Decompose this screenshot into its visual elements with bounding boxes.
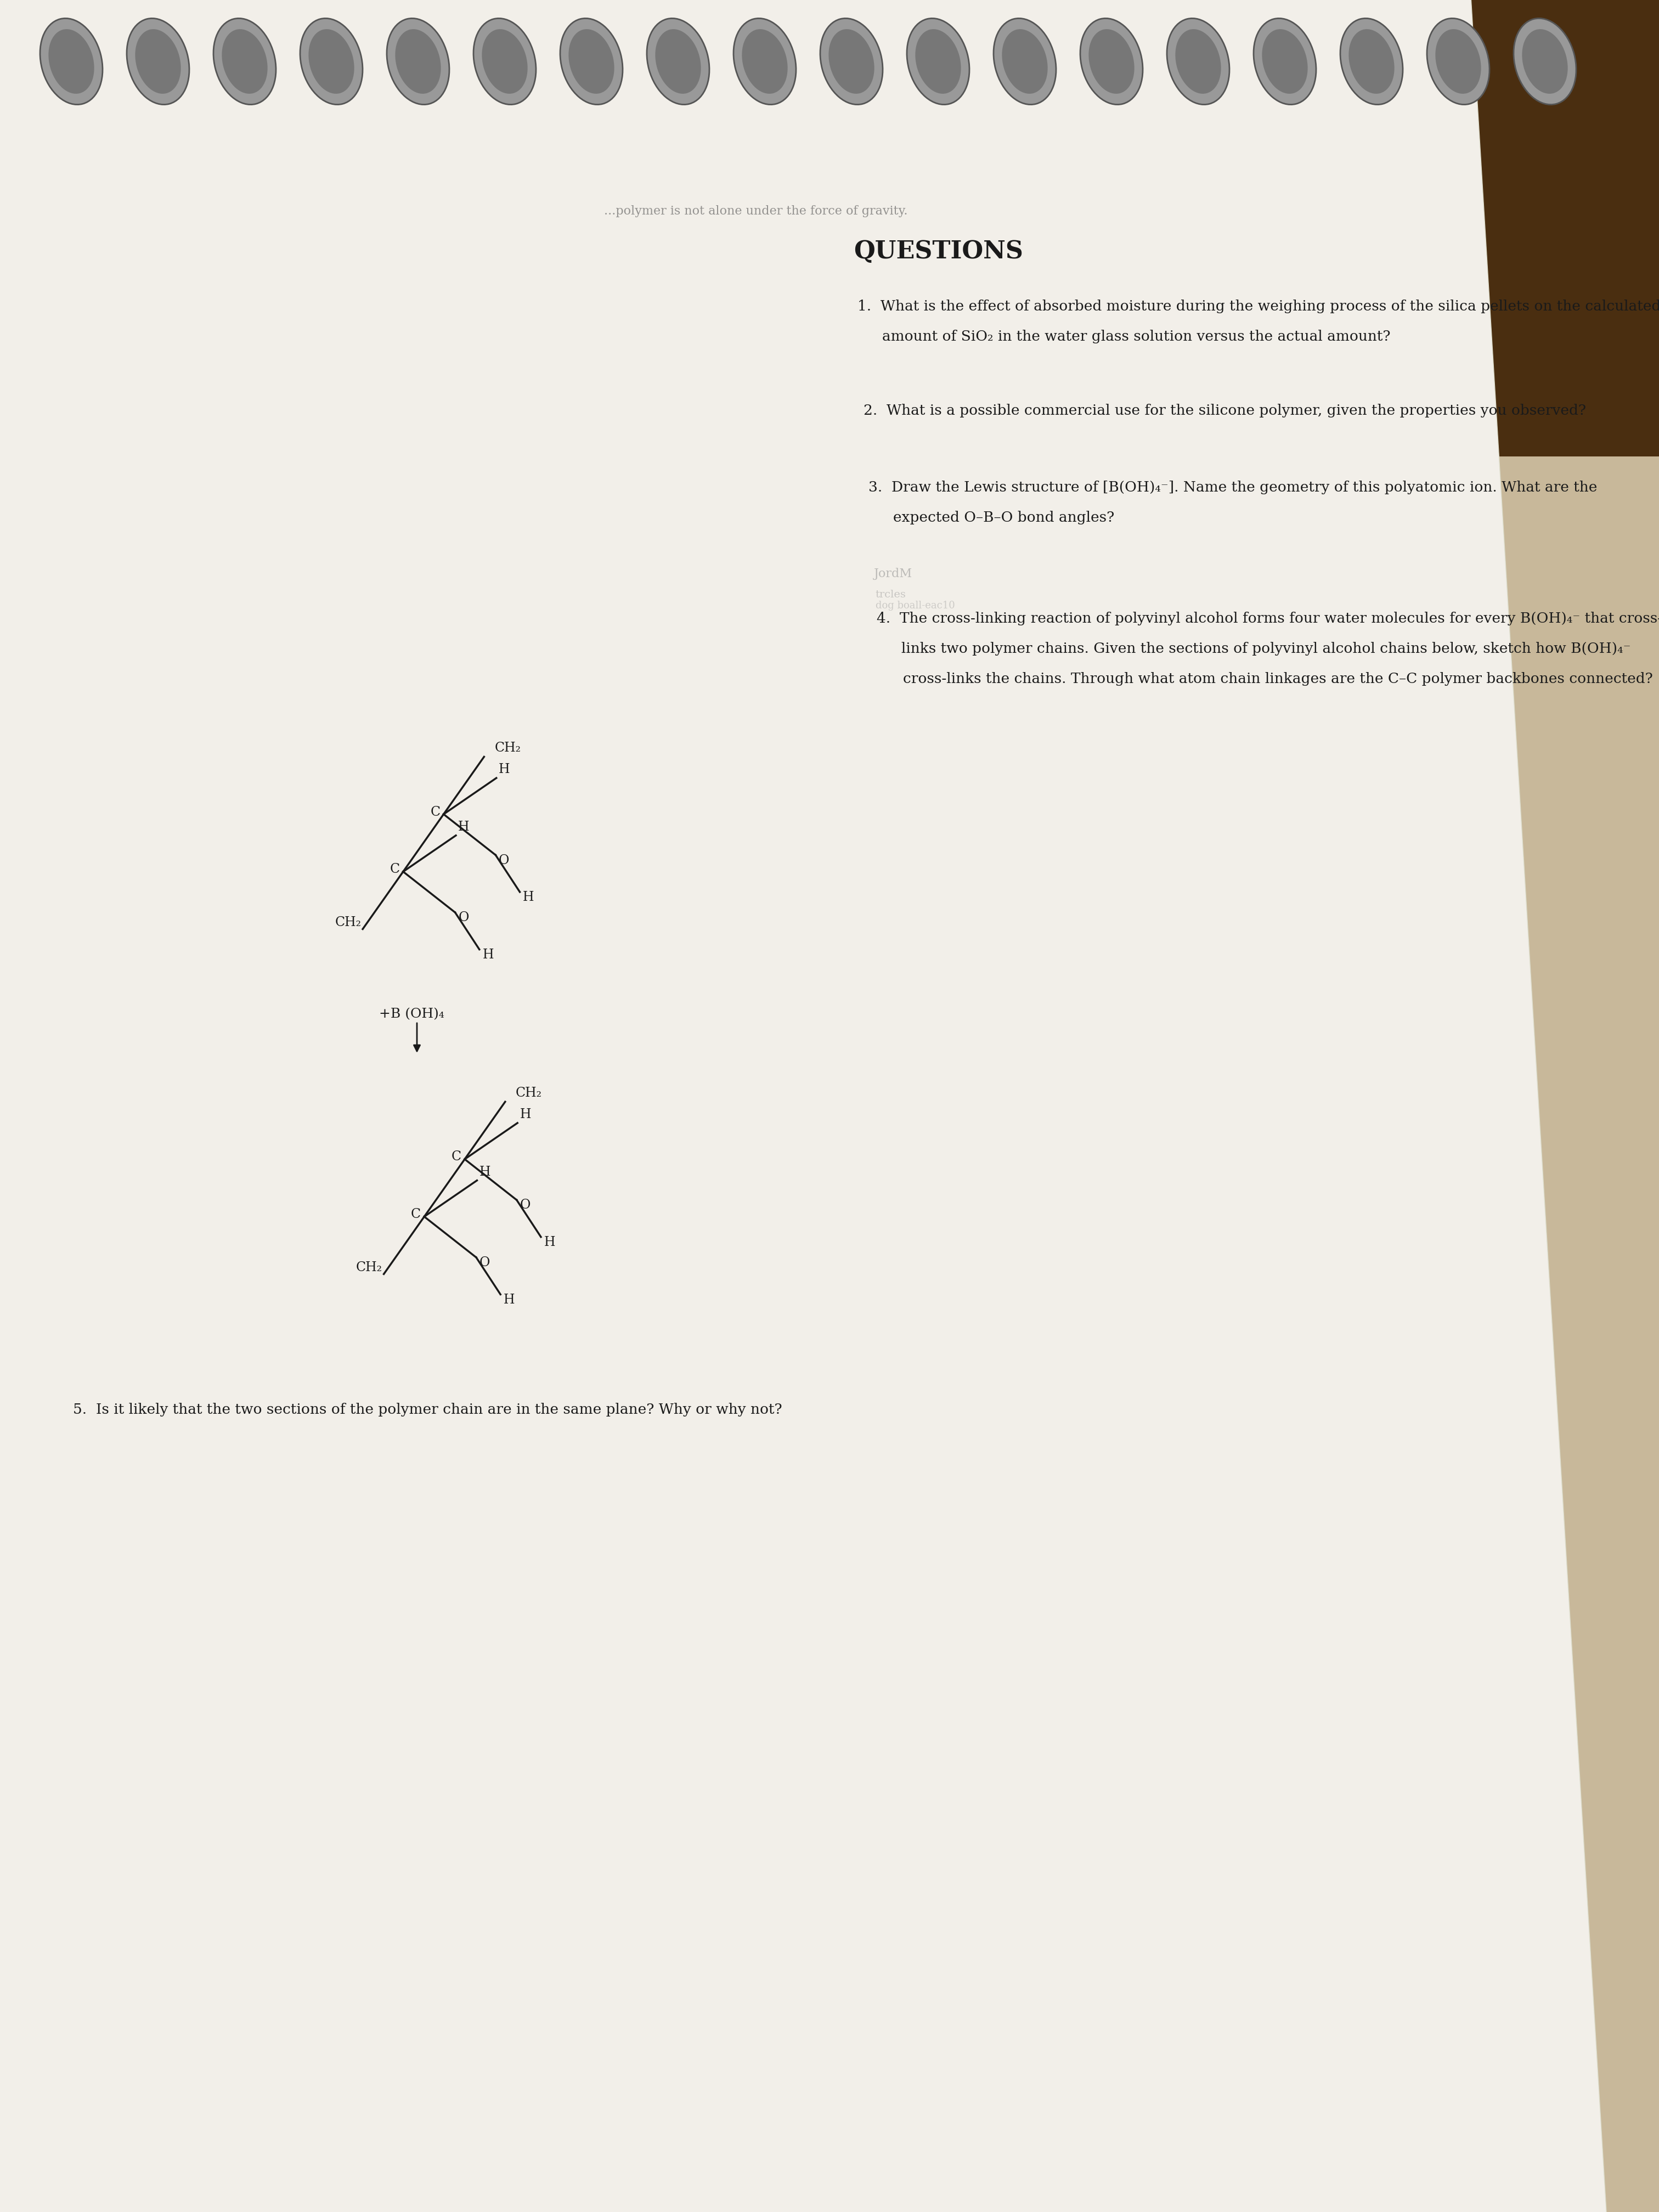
Ellipse shape <box>214 18 275 104</box>
Ellipse shape <box>569 29 614 93</box>
FancyBboxPatch shape <box>0 0 1616 2212</box>
Ellipse shape <box>994 18 1057 104</box>
Ellipse shape <box>655 29 702 93</box>
Text: amount of SiO₂ in the water glass solution versus the actual amount?: amount of SiO₂ in the water glass soluti… <box>859 330 1390 343</box>
Text: trcles: trcles <box>874 591 906 599</box>
Ellipse shape <box>1080 18 1143 104</box>
Text: O: O <box>499 854 509 867</box>
Ellipse shape <box>387 18 450 104</box>
Text: dog boall-eac10: dog boall-eac10 <box>876 602 956 611</box>
Ellipse shape <box>916 29 961 93</box>
Ellipse shape <box>647 18 710 104</box>
Text: CH₂: CH₂ <box>335 916 362 929</box>
Text: QUESTIONS: QUESTIONS <box>854 239 1024 263</box>
Ellipse shape <box>1002 29 1047 93</box>
Ellipse shape <box>1175 29 1221 93</box>
Ellipse shape <box>1349 29 1394 93</box>
Text: JordM: JordM <box>874 568 912 580</box>
Ellipse shape <box>561 18 622 104</box>
Ellipse shape <box>820 18 883 104</box>
Ellipse shape <box>395 29 441 93</box>
Bar <box>0 0 1659 181</box>
Ellipse shape <box>1435 29 1481 93</box>
Text: cross-links the chains. Through what atom chain linkages are the C–C polymer bac: cross-links the chains. Through what ato… <box>881 672 1652 686</box>
Ellipse shape <box>481 29 528 93</box>
Text: O: O <box>458 911 469 925</box>
Text: H: H <box>523 891 534 905</box>
Text: C: C <box>390 863 400 876</box>
Text: 2.  What is a possible commercial use for the silicone polymer, given the proper: 2. What is a possible commercial use for… <box>864 405 1586 418</box>
Ellipse shape <box>733 18 796 104</box>
Text: H: H <box>544 1237 556 1248</box>
Text: 5.  Is it likely that the two sections of the polymer chain are in the same plan: 5. Is it likely that the two sections of… <box>73 1402 781 1416</box>
Text: H: H <box>458 821 469 834</box>
Ellipse shape <box>1427 18 1490 104</box>
Text: C: C <box>451 1150 461 1164</box>
Text: expected O–B–O bond angles?: expected O–B–O bond angles? <box>871 511 1115 524</box>
Ellipse shape <box>1521 29 1568 93</box>
Ellipse shape <box>300 18 363 104</box>
Ellipse shape <box>134 29 181 93</box>
Text: CH₂: CH₂ <box>494 741 521 754</box>
Text: 1.  What is the effect of absorbed moisture during the weighing process of the s: 1. What is the effect of absorbed moistu… <box>858 299 1659 314</box>
Ellipse shape <box>907 18 969 104</box>
Ellipse shape <box>828 29 874 93</box>
Text: O: O <box>519 1199 531 1212</box>
Text: H: H <box>479 1166 491 1179</box>
Ellipse shape <box>1088 29 1135 93</box>
Text: H: H <box>499 763 509 776</box>
Text: 4.  The cross-linking reaction of polyvinyl alcohol forms four water molecules f: 4. The cross-linking reaction of polyvin… <box>876 613 1659 626</box>
Ellipse shape <box>40 18 103 104</box>
Ellipse shape <box>1513 18 1576 104</box>
Ellipse shape <box>1254 18 1316 104</box>
Text: H: H <box>504 1294 514 1305</box>
Text: +B (OH)₄: +B (OH)₄ <box>380 1009 445 1020</box>
Ellipse shape <box>1340 18 1404 104</box>
Text: links two polymer chains. Given the sections of polyvinyl alcohol chains below, : links two polymer chains. Given the sect… <box>878 641 1631 655</box>
Text: H: H <box>519 1108 531 1121</box>
Text: 3.  Draw the Lewis structure of [B(OH)₄⁻]. Name the geometry of this polyatomic : 3. Draw the Lewis structure of [B(OH)₄⁻]… <box>868 480 1598 493</box>
Text: CH₂: CH₂ <box>516 1086 542 1099</box>
Ellipse shape <box>126 18 189 104</box>
Ellipse shape <box>1262 29 1307 93</box>
Text: CH₂: CH₂ <box>357 1261 382 1274</box>
Ellipse shape <box>1166 18 1229 104</box>
Bar <box>1317 0 1659 456</box>
Ellipse shape <box>473 18 536 104</box>
Ellipse shape <box>742 29 788 93</box>
Ellipse shape <box>48 29 95 93</box>
Text: O: O <box>479 1256 489 1270</box>
Text: H: H <box>483 949 494 960</box>
Text: C: C <box>430 805 440 818</box>
Ellipse shape <box>222 29 267 93</box>
Text: C: C <box>411 1208 421 1221</box>
Text: ...polymer is not alone under the force of gravity.: ...polymer is not alone under the force … <box>604 206 907 217</box>
Ellipse shape <box>309 29 355 93</box>
